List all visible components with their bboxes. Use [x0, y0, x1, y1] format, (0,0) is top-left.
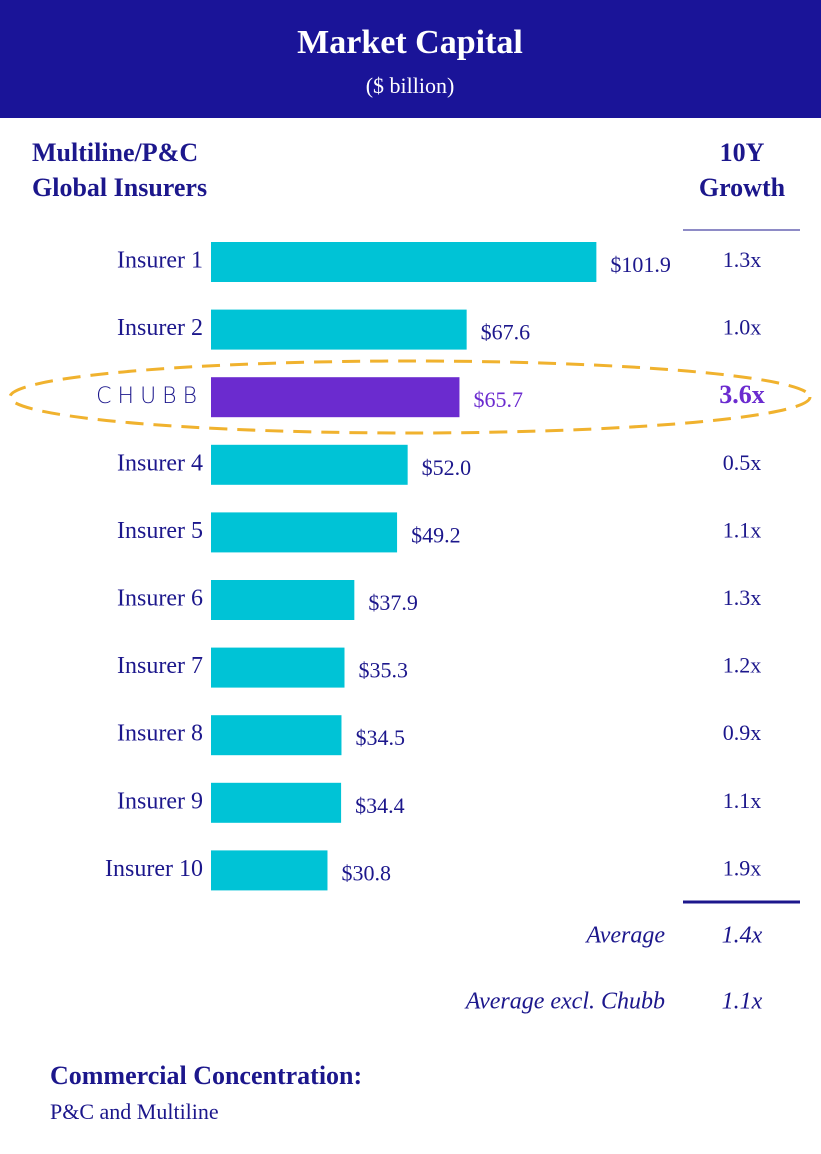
growth-label: 1.1x: [723, 788, 762, 813]
bar: [211, 309, 467, 350]
growth-label: 1.2x: [723, 653, 762, 678]
growth-label: 1.9x: [723, 855, 762, 880]
category-label: Insurer 9: [117, 788, 203, 814]
growth-label: 0.9x: [723, 720, 762, 745]
growth-label: 1.0x: [723, 315, 762, 340]
bar: [211, 444, 408, 485]
category-label: Insurer 6: [117, 586, 203, 612]
average-value: 1.1x: [722, 989, 763, 1015]
bar: [211, 242, 597, 282]
category-label: Insurer 10: [105, 856, 203, 882]
value-label: $49.2: [411, 522, 461, 547]
bar: [211, 377, 460, 418]
title-band: [0, 0, 821, 118]
category-label: Insurer 4: [117, 450, 203, 476]
value-label: $52.0: [422, 455, 472, 480]
average-label: Average: [584, 923, 665, 949]
header-right: Growth: [699, 173, 786, 202]
header-right: 10Y: [720, 138, 765, 167]
category-label: Insurer 8: [117, 721, 203, 747]
chart-title: Market Capital: [297, 24, 523, 61]
value-label: $65.7: [473, 387, 523, 412]
value-label: $101.9: [610, 252, 671, 277]
header-left: Global Insurers: [32, 173, 207, 202]
growth-label: 1.3x: [723, 585, 762, 610]
value-label: $34.5: [355, 725, 405, 750]
category-logo: CHUBB: [96, 384, 203, 409]
value-label: $67.6: [481, 320, 530, 345]
bar: [211, 647, 345, 688]
bar: [211, 782, 342, 823]
growth-label: 1.1x: [723, 517, 762, 542]
footer-text: P&C and Multiline: [50, 1099, 219, 1124]
category-label: Insurer 7: [117, 653, 203, 679]
bar: [211, 512, 398, 553]
growth-label: 3.6x: [719, 380, 765, 409]
value-label: $34.4: [355, 793, 405, 818]
highlight-ellipse: [8, 359, 812, 435]
value-label: $35.3: [358, 658, 408, 683]
category-label: Insurer 5: [117, 518, 203, 544]
bar: [211, 715, 342, 756]
value-label: $37.9: [368, 590, 418, 615]
chart-subtitle: ($ billion): [366, 73, 455, 98]
footer-title: Commercial Concentration:: [50, 1061, 362, 1090]
header-left: Multiline/P&C: [32, 138, 198, 167]
growth-label: 1.3x: [723, 247, 762, 272]
category-label: Insurer 1: [117, 248, 203, 274]
growth-label: 0.5x: [723, 450, 762, 475]
bar: [211, 580, 355, 620]
category-label: Insurer 2: [117, 315, 203, 341]
bar: [211, 850, 328, 891]
value-label: $30.8: [341, 860, 391, 885]
average-value: 1.4x: [722, 923, 763, 949]
average-label: Average excl. Chubb: [464, 989, 665, 1015]
